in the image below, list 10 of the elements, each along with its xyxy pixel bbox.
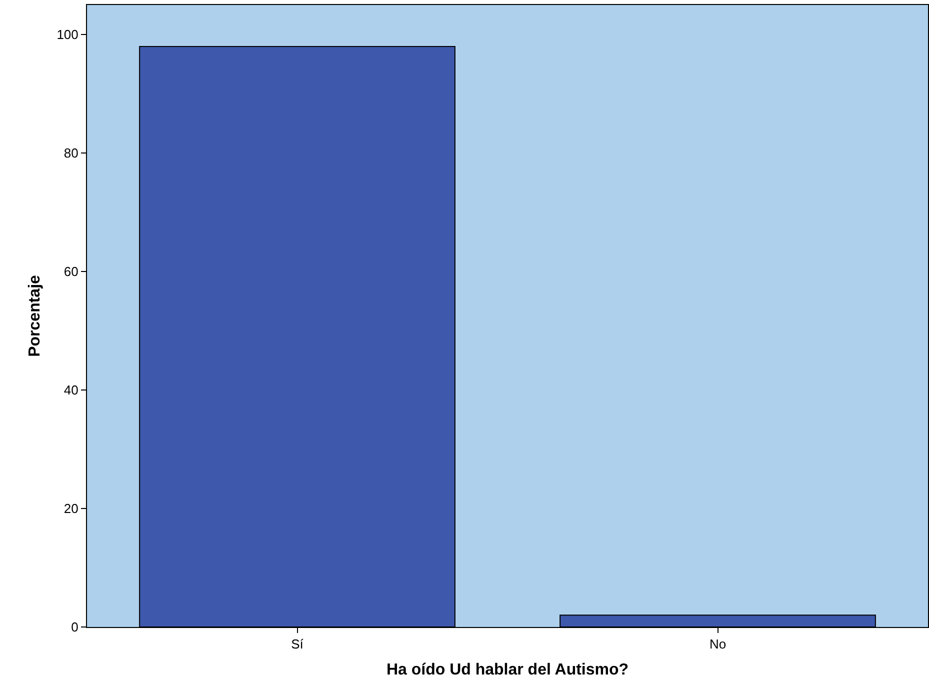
y-tick-label: 0	[71, 620, 78, 635]
x-axis-title: Ha oído Ud hablar del Autismo?	[386, 661, 629, 678]
x-tick-label: No	[709, 636, 726, 652]
y-tick-label: 80	[64, 146, 78, 161]
y-tick-label: 20	[64, 501, 78, 516]
y-tick-label: 40	[64, 382, 78, 398]
y-axis-title: Porcentaje	[26, 274, 44, 357]
y-tick-label: 60	[64, 264, 78, 280]
y-tick-label: 100	[56, 27, 78, 42]
x-tick-label: Sí	[291, 636, 304, 652]
